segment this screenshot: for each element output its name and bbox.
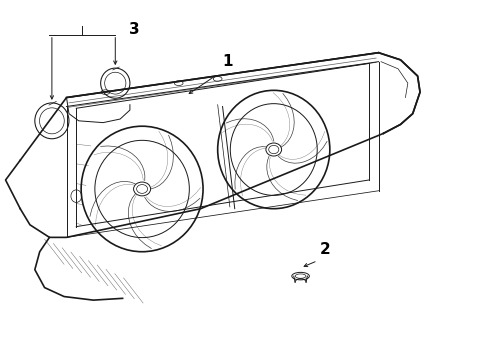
Text: 2: 2	[319, 242, 330, 257]
Text: 1: 1	[222, 54, 232, 69]
Text: 3: 3	[129, 22, 140, 37]
